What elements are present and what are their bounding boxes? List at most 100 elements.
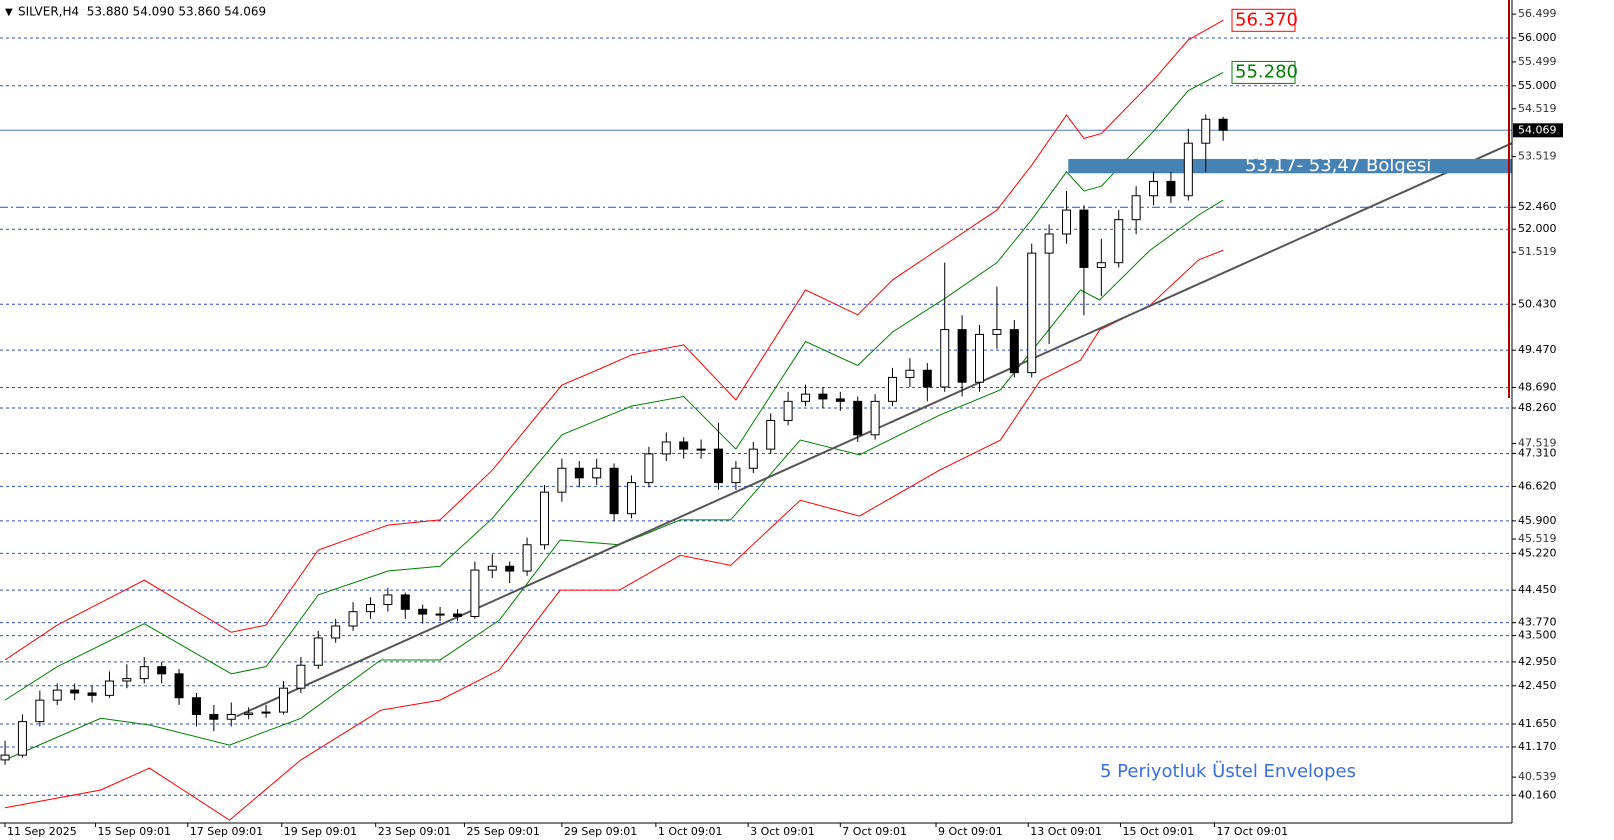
candle-body: [888, 376, 898, 402]
candle-body: [905, 369, 915, 378]
candle-body: [244, 712, 254, 715]
x-tick-label: 29 Sep 09:01: [564, 825, 637, 838]
candle-body: [400, 594, 410, 610]
x-tick-label: 19 Sep 09:01: [284, 825, 357, 838]
x-tick-label: 7 Oct 09:01: [842, 825, 907, 838]
candle-body: [52, 689, 62, 701]
candle-body: [1218, 118, 1228, 131]
candle-body: [209, 713, 219, 720]
candle-body: [1201, 118, 1211, 144]
level-label-bg: [1513, 678, 1563, 693]
candle-body: [539, 491, 549, 546]
candle-body: [17, 721, 27, 756]
level-label-bg: [1513, 30, 1563, 45]
level-label: 40.160: [1518, 788, 1557, 801]
level-label: 41.170: [1518, 740, 1557, 753]
x-tick-label: 15 Oct 09:01: [1122, 825, 1194, 838]
level-label-bg: [1513, 546, 1563, 561]
candle-body: [104, 680, 114, 696]
x-tick-label: 23 Sep 09:01: [378, 825, 451, 838]
header: SILVER,H4 53.880 54.090 53.860 54.069: [18, 5, 266, 19]
candle-body: [470, 569, 480, 617]
zone-label: 53,17- 53,47 Bölgesi: [1245, 155, 1431, 176]
candle-body: [592, 467, 602, 479]
y-tick-label: 51.519: [1518, 245, 1557, 258]
candle-body: [157, 666, 167, 675]
current-price-label: 54.069: [1518, 123, 1557, 136]
candle-body: [1062, 209, 1072, 235]
candle-body: [835, 398, 845, 402]
candle-body: [383, 594, 393, 606]
candle-body: [261, 711, 271, 714]
candle-body: [296, 664, 306, 689]
level-label: 48.690: [1518, 380, 1557, 393]
level-label-bg: [1513, 717, 1563, 732]
candle-body: [1183, 142, 1193, 197]
candle-body: [122, 678, 132, 682]
candle-body: [714, 448, 724, 484]
candle-body: [487, 565, 497, 571]
candle-body: [522, 544, 532, 572]
candle-body: [1079, 209, 1089, 268]
level-label: 41.650: [1518, 717, 1557, 730]
envelope-line: [4, 249, 1224, 821]
candle-body: [957, 329, 967, 383]
candle-body: [70, 689, 80, 694]
header-arrow: ▼: [5, 7, 13, 18]
level-label-bg: [1513, 78, 1563, 93]
candle-body: [365, 604, 375, 613]
candle-body: [87, 692, 97, 696]
price-label: 55.280: [1235, 61, 1298, 82]
y-tick-label: 54.519: [1518, 102, 1557, 115]
candle-body: [696, 448, 706, 451]
price-label-box: [1231, 60, 1296, 84]
candle-body: [679, 441, 689, 450]
level-label-bg: [1513, 628, 1563, 643]
level-label-bg: [1513, 297, 1563, 312]
candle-body: [226, 713, 236, 720]
candle-body: [922, 369, 932, 388]
x-tick-label: 25 Sep 09:01: [466, 825, 539, 838]
candle-body: [1044, 233, 1054, 254]
candle-body: [191, 697, 201, 715]
level-label: 55.000: [1518, 79, 1557, 92]
envelope-line: [4, 19, 1224, 661]
level-label: 45.900: [1518, 514, 1557, 527]
candle-body: [35, 699, 45, 723]
y-tick-label: 40.539: [1518, 770, 1557, 783]
level-label: 42.950: [1518, 655, 1557, 668]
zone: [1068, 158, 1512, 174]
candle-body: [1027, 252, 1037, 374]
candle-body: [557, 467, 567, 493]
candle-body: [626, 482, 636, 515]
candle-body: [0, 754, 10, 761]
level-label: 52.000: [1518, 222, 1557, 235]
y-tick-label: 55.499: [1518, 55, 1557, 68]
level-label-bg: [1513, 343, 1563, 358]
level-label: 44.450: [1518, 583, 1557, 596]
candle-body: [783, 400, 793, 421]
x-tick-label: 3 Oct 09:01: [750, 825, 815, 838]
envelope-line: [4, 71, 1224, 701]
candle-body: [1149, 180, 1159, 197]
candle-body: [731, 467, 741, 484]
level-label: 45.220: [1518, 546, 1557, 559]
level-label: 48.260: [1518, 401, 1557, 414]
candle-body: [1114, 219, 1124, 264]
candle-body: [505, 565, 515, 572]
level-label: 52.460: [1518, 200, 1557, 213]
candle-body: [348, 611, 358, 627]
y-tick-label: 56.499: [1518, 7, 1557, 20]
level-label-bg: [1513, 583, 1563, 598]
candle-body: [1131, 195, 1141, 221]
candle-body: [331, 625, 341, 639]
candle-body: [278, 687, 288, 713]
candle-body: [853, 400, 863, 436]
level-label-bg: [1513, 401, 1563, 416]
candle-body: [644, 453, 654, 484]
x-tick-label: 1 Oct 09:01: [658, 825, 723, 838]
x-tick-label: 13 Oct 09:01: [1030, 825, 1102, 838]
x-tick-label: 15 Sep 09:01: [98, 825, 171, 838]
